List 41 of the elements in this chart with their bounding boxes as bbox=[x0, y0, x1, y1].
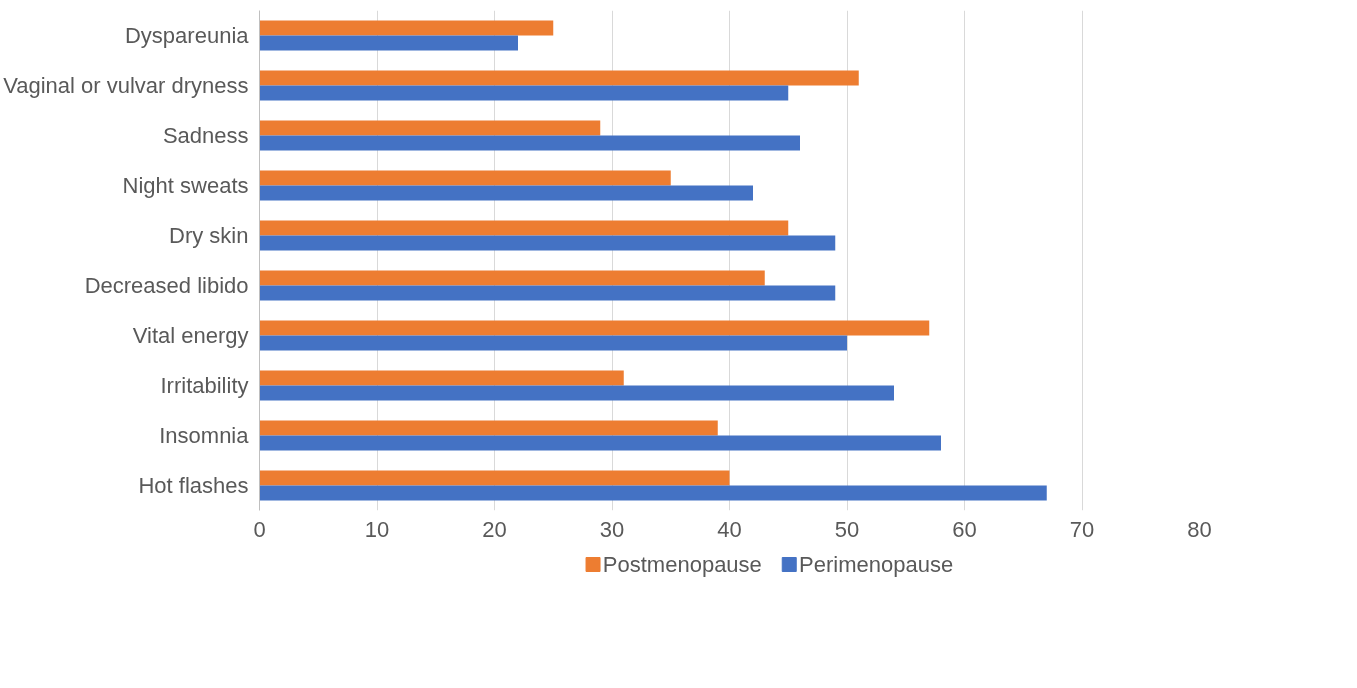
bar bbox=[259, 185, 753, 201]
bar bbox=[259, 470, 730, 486]
x-tick-label: 40 bbox=[717, 516, 742, 542]
bar bbox=[259, 120, 601, 136]
bar bbox=[259, 135, 800, 151]
bar bbox=[259, 20, 554, 36]
y-tick-label: Dyspareunia bbox=[124, 23, 250, 48]
legend-label: Perimenopause bbox=[799, 552, 954, 577]
y-tick-label: Night sweats bbox=[122, 173, 249, 198]
y-tick-label: Hot flashes bbox=[138, 473, 249, 498]
x-tick-label: 30 bbox=[599, 516, 625, 542]
bar bbox=[259, 285, 836, 301]
y-tick-label: Insomnia bbox=[159, 423, 250, 448]
y-tick-label: Vaginal or vulvar dryness bbox=[3, 73, 249, 98]
x-tick-label: 50 bbox=[834, 516, 860, 542]
bar bbox=[259, 385, 894, 401]
x-tick-label: 20 bbox=[482, 516, 507, 542]
y-tick-label: Vital energy bbox=[132, 323, 249, 348]
bar bbox=[259, 270, 765, 286]
legend-label: Postmenopause bbox=[602, 552, 762, 577]
bar bbox=[259, 35, 518, 51]
bar bbox=[259, 420, 718, 436]
x-tick-label: 0 bbox=[253, 516, 266, 542]
bar bbox=[259, 170, 671, 186]
y-tick-label: Sadness bbox=[162, 123, 249, 148]
x-tick-label: 70 bbox=[1069, 516, 1095, 542]
bar bbox=[259, 70, 859, 86]
bar bbox=[259, 85, 789, 101]
x-tick-label: 60 bbox=[952, 516, 977, 542]
bar bbox=[259, 220, 789, 236]
bar bbox=[259, 335, 847, 351]
y-tick-label: Decreased libido bbox=[84, 273, 249, 298]
y-tick-label: Dry skin bbox=[169, 223, 249, 248]
x-tick-label: 80 bbox=[1187, 516, 1212, 542]
bar bbox=[259, 370, 624, 386]
y-tick-label: Irritability bbox=[160, 373, 249, 398]
bar bbox=[259, 435, 941, 451]
x-tick-label: 10 bbox=[364, 516, 390, 542]
bar bbox=[259, 235, 836, 251]
bar bbox=[259, 320, 930, 336]
bar bbox=[259, 485, 1047, 501]
